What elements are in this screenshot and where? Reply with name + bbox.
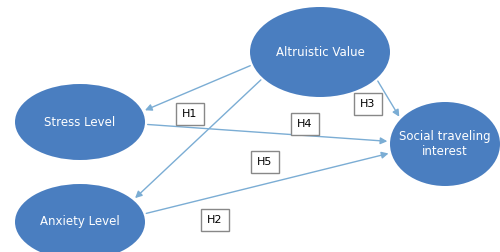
Text: Stress Level: Stress Level: [44, 115, 116, 129]
FancyBboxPatch shape: [251, 151, 279, 173]
Ellipse shape: [250, 7, 390, 97]
Ellipse shape: [15, 184, 145, 252]
Ellipse shape: [15, 84, 145, 160]
Text: H2: H2: [208, 215, 223, 225]
Text: H5: H5: [258, 157, 272, 167]
Text: Social traveling
interest: Social traveling interest: [399, 130, 491, 158]
FancyBboxPatch shape: [354, 93, 382, 115]
Text: Altruistic Value: Altruistic Value: [276, 46, 364, 58]
Text: H3: H3: [360, 99, 376, 109]
FancyBboxPatch shape: [176, 103, 204, 125]
Text: Anxiety Level: Anxiety Level: [40, 215, 120, 229]
Text: H1: H1: [182, 109, 198, 119]
FancyBboxPatch shape: [201, 209, 229, 231]
FancyBboxPatch shape: [291, 113, 319, 135]
Text: H4: H4: [297, 119, 313, 129]
Ellipse shape: [390, 102, 500, 186]
